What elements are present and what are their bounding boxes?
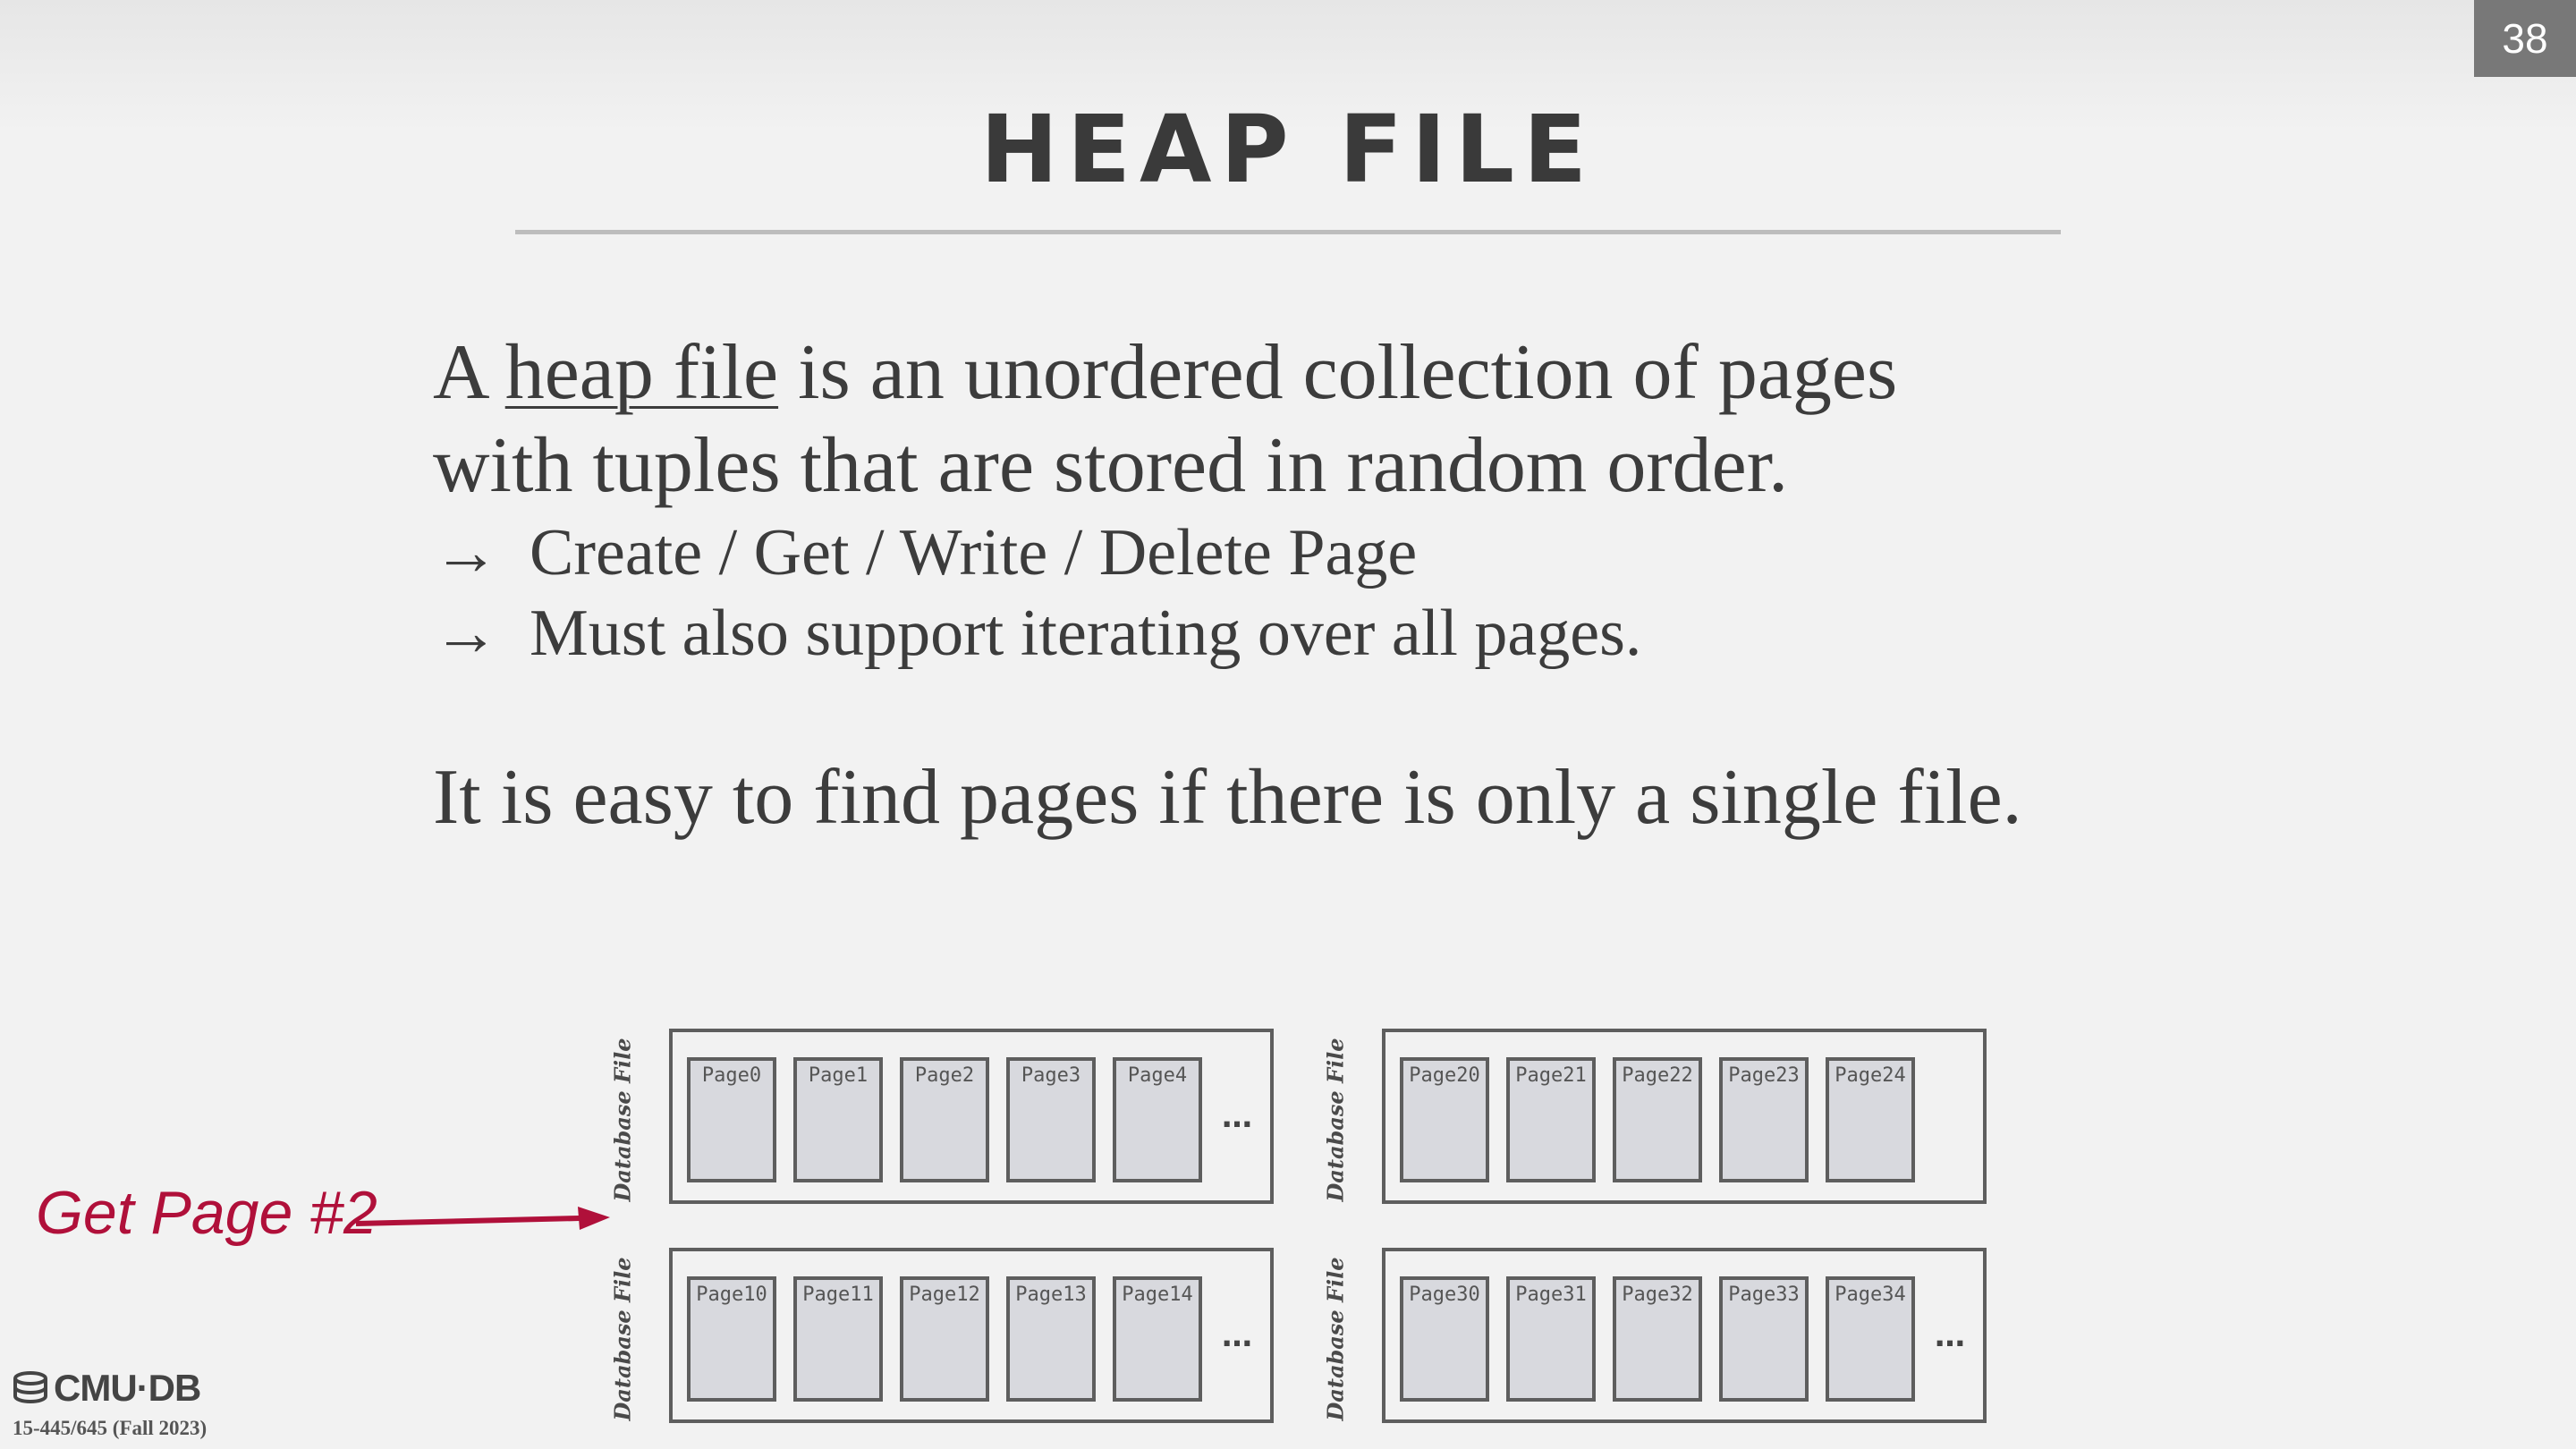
logo-text: CMU·DB — [54, 1367, 201, 1409]
page-block: Page4 — [1113, 1057, 1202, 1182]
page-label: Page20 — [1409, 1064, 1480, 1087]
page-label: Page32 — [1622, 1284, 1693, 1306]
page-label: Page14 — [1122, 1284, 1193, 1306]
paragraph-1-suffix: is an unordered collection of pages — [778, 329, 1898, 416]
page-block: Page11 — [793, 1276, 883, 1402]
database-file-box: Database File Page10 Page11 Page12 Page13 Pag… — [610, 1248, 1274, 1423]
bullet-text: Must also support iterating over all pag… — [530, 597, 1642, 670]
page-block: Page0 — [687, 1057, 776, 1182]
page-label: Page21 — [1515, 1064, 1587, 1087]
page-label: Page2 — [914, 1064, 975, 1087]
page-label: Page34 — [1835, 1284, 1906, 1306]
database-file-label: Database File — [1322, 1257, 1349, 1421]
page-block: Page13 — [1006, 1276, 1096, 1402]
cmu-db-logo: CMU·DB — [13, 1367, 201, 1410]
arrow-bullet-icon: → — [433, 597, 499, 670]
page-block: Page1 — [793, 1057, 883, 1182]
paragraph-1-line-1: A heap file is an unordered collection o… — [433, 326, 1897, 419]
page-label: Page12 — [909, 1284, 980, 1306]
bullet-item: → Create / Get / Write / Delete Page — [433, 513, 1897, 593]
page-block: Page10 — [687, 1276, 776, 1402]
page-block: Page24 — [1826, 1057, 1915, 1182]
page-label: Page23 — [1728, 1064, 1800, 1087]
page-block: Page23 — [1719, 1057, 1809, 1182]
request-arrow-icon — [356, 1207, 610, 1230]
bullet-text: Create / Get / Write / Delete Page — [530, 516, 1418, 589]
heap-file-term: heap file — [504, 329, 779, 416]
more-pages-ellipsis: … — [1222, 1318, 1252, 1354]
bullet-item: → Must also support iterating over all pa… — [433, 593, 1897, 674]
page-block: Page21 — [1506, 1057, 1596, 1182]
get-page-label: Get Page #2 — [36, 1179, 377, 1247]
page-block: Page34 — [1826, 1276, 1915, 1402]
header-band — [0, 0, 2576, 134]
arrow-bullet-icon: → — [433, 516, 499, 589]
page-label: Page4 — [1127, 1064, 1188, 1087]
page-block: Page12 — [900, 1276, 989, 1402]
page-label: Page3 — [1021, 1064, 1081, 1087]
paragraph-1-line-2: with tuples that are stored in random or… — [433, 422, 1789, 509]
page-label: Page24 — [1835, 1064, 1906, 1087]
page-block: Page3 — [1006, 1057, 1096, 1182]
slide-title: HEAP FILE — [979, 95, 1597, 204]
page-label: Page10 — [696, 1284, 767, 1306]
course-label: 15-445/645 (Fall 2023) — [13, 1417, 208, 1439]
more-pages-ellipsis: … — [1935, 1318, 1965, 1354]
page-block: Page33 — [1719, 1276, 1809, 1402]
database-file-label: Database File — [609, 1257, 636, 1421]
paragraph-2: It is easy to find pages if there is onl… — [433, 754, 2022, 841]
more-pages-ellipsis: … — [1222, 1099, 1252, 1135]
page-label: Page30 — [1409, 1284, 1480, 1306]
page-label: Page11 — [802, 1284, 874, 1306]
page-block: Page32 — [1613, 1276, 1702, 1402]
body-text: A heap file is an unordered collection o… — [433, 326, 1897, 674]
paragraph-1-prefix: A — [433, 329, 505, 416]
page-block: Page30 — [1400, 1276, 1489, 1402]
title-divider — [515, 230, 2061, 234]
page-block: Page31 — [1506, 1276, 1596, 1402]
slide-number: 38 — [2474, 0, 2576, 77]
database-file-label: Database File — [1322, 1038, 1349, 1202]
page-label: Page13 — [1015, 1284, 1087, 1306]
page-label: Page31 — [1515, 1284, 1587, 1306]
page-block: Page2 — [900, 1057, 989, 1182]
database-file-box: Database File Page30 Page31 Page32 Page33 Pag… — [1323, 1248, 1987, 1423]
database-icon — [13, 1371, 47, 1403]
database-file-label: Database File — [609, 1038, 636, 1202]
page-block: Page22 — [1613, 1057, 1702, 1182]
page-block: Page14 — [1113, 1276, 1202, 1402]
page-label: Page1 — [808, 1064, 869, 1087]
page-label: Page0 — [701, 1064, 762, 1087]
database-file-box: Database File Page0 Page1 Page2 Page3 Page4 … — [610, 1029, 1274, 1204]
page-block: Page20 — [1400, 1057, 1489, 1182]
database-file-box: Database File Page20 Page21 Page22 Page23 Pag… — [1323, 1029, 1987, 1204]
page-label: Page22 — [1622, 1064, 1693, 1087]
page-label: Page33 — [1728, 1284, 1800, 1306]
